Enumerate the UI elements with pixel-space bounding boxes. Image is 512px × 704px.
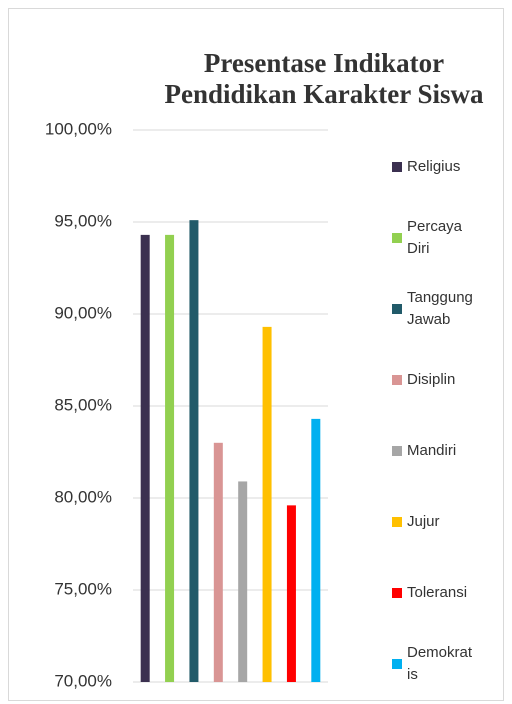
bar	[311, 418, 321, 682]
legend-swatch	[392, 516, 402, 527]
bar	[165, 234, 175, 682]
y-tick-label: 100,00%	[45, 119, 112, 138]
y-tick-label: 95,00%	[54, 211, 112, 230]
legend-swatch	[392, 303, 402, 314]
legend-swatch	[392, 445, 402, 456]
legend-label: Religius	[407, 157, 461, 175]
legend-label: Jujur	[407, 512, 440, 530]
legend-label: Mandiri	[407, 441, 457, 459]
bar	[189, 220, 199, 682]
legend-item: Religius	[392, 131, 502, 202]
legend-swatch	[392, 374, 402, 385]
legend-label: Disiplin	[407, 370, 456, 388]
bar	[213, 442, 223, 682]
legend-label: Demokratis	[407, 643, 473, 683]
legend-swatch	[392, 587, 402, 598]
legend-item: Toleransi	[392, 557, 502, 628]
legend-item: Percaya Diri	[392, 202, 502, 273]
legend-swatch	[392, 658, 402, 669]
y-tick-label: 80,00%	[54, 487, 112, 506]
bar	[140, 234, 150, 682]
y-tick-label: 75,00%	[54, 579, 112, 598]
y-tick-label: 70,00%	[54, 671, 112, 690]
y-tick-label: 85,00%	[54, 395, 112, 414]
bar	[262, 326, 272, 682]
bar	[238, 481, 248, 682]
legend-swatch	[392, 161, 402, 172]
legend-item: Tanggung Jawab	[392, 273, 502, 344]
legend-item: Demokratis	[392, 628, 502, 699]
legend-swatch	[392, 232, 402, 243]
legend-item: Disiplin	[392, 344, 502, 415]
chart-border	[8, 8, 504, 701]
legend-label: Toleransi	[407, 583, 468, 601]
legend-label: Tanggung Jawab	[407, 288, 473, 328]
legend-label: Percaya Diri	[407, 217, 463, 257]
chart-title: Presentase Indikator Pendidikan Karakter…	[164, 48, 484, 109]
y-tick-label: 90,00%	[54, 303, 112, 322]
legend-item: Mandiri	[392, 415, 502, 486]
bar	[286, 505, 296, 682]
legend-item: Jujur	[392, 486, 502, 557]
